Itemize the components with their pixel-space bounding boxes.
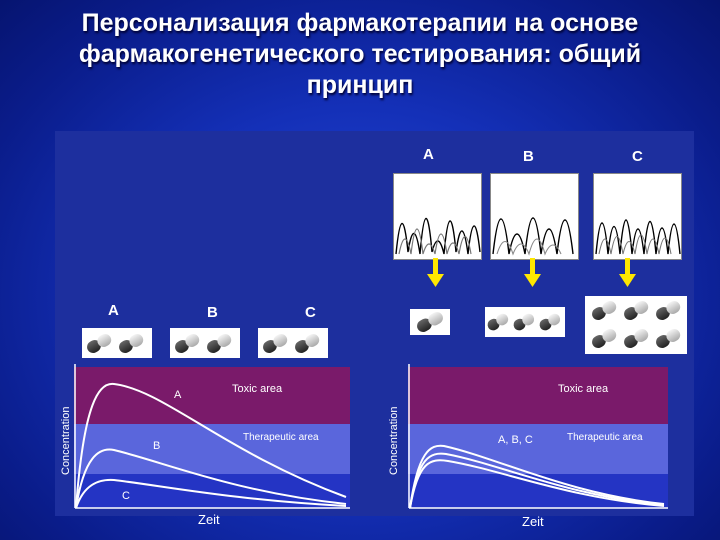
- left-x-axis-label: Zeit: [198, 512, 220, 527]
- chromatogram-a: [393, 173, 482, 260]
- curve-a: [75, 382, 347, 509]
- pill-group-label-b: B: [207, 304, 218, 321]
- curve-b: [75, 448, 347, 509]
- left-concentration-plot: [74, 364, 350, 509]
- title-line-3: принцип: [306, 71, 414, 99]
- genotype-label-c: C: [632, 148, 643, 165]
- right-toxic-label: Toxic area: [558, 383, 609, 395]
- right-therapeutic-label: Therapeutic area: [567, 432, 643, 443]
- capsule-pair-icon: [170, 328, 240, 358]
- genotype-label-a: A: [423, 146, 434, 163]
- title-line-1: Персонализация фармакотерапии на основе: [81, 9, 639, 37]
- chromatogram-c: [593, 173, 682, 260]
- toxic-zone: [408, 367, 668, 424]
- curve-c: [409, 459, 665, 509]
- right-y-axis-label: Concentration: [388, 406, 400, 476]
- capsule-pair-icon: [258, 328, 328, 358]
- therapeutic-zone: [408, 424, 668, 474]
- curve-c: [75, 478, 347, 509]
- capsule-pair-icon: [82, 328, 152, 358]
- curve-label-b: B: [153, 440, 161, 452]
- slide-title: Персонализация фармакотерапии на основе …: [0, 8, 720, 101]
- left-y-axis-label: Concentration: [60, 406, 72, 476]
- curve-b: [409, 452, 665, 509]
- capsule-single-icon: [410, 309, 450, 335]
- genotype-label-b: B: [523, 148, 534, 165]
- left-toxic-label: Toxic area: [232, 383, 283, 395]
- chromatogram-b: [490, 173, 579, 260]
- arrow-down-icon: [427, 258, 444, 287]
- left-therapeutic-label: Therapeutic area: [243, 432, 319, 443]
- pill-group-label-c: C: [305, 304, 316, 321]
- pill-group-label-a: A: [108, 302, 119, 319]
- title-line-2: фармакогенетического тестирования: общий: [78, 40, 642, 68]
- arrow-down-icon: [524, 258, 541, 287]
- curve-label-a: A: [174, 389, 182, 401]
- right-concentration-plot: [408, 364, 668, 509]
- arrow-down-icon: [619, 258, 636, 287]
- toxic-zone: [74, 367, 350, 424]
- curve-label-c: C: [122, 490, 130, 502]
- curve-a: [409, 444, 665, 509]
- capsule-group-icon: [585, 296, 687, 354]
- right-x-axis-label: Zeit: [522, 514, 544, 529]
- capsule-triple-icon: [485, 307, 565, 337]
- right-curve-label: A, B, C: [498, 434, 533, 446]
